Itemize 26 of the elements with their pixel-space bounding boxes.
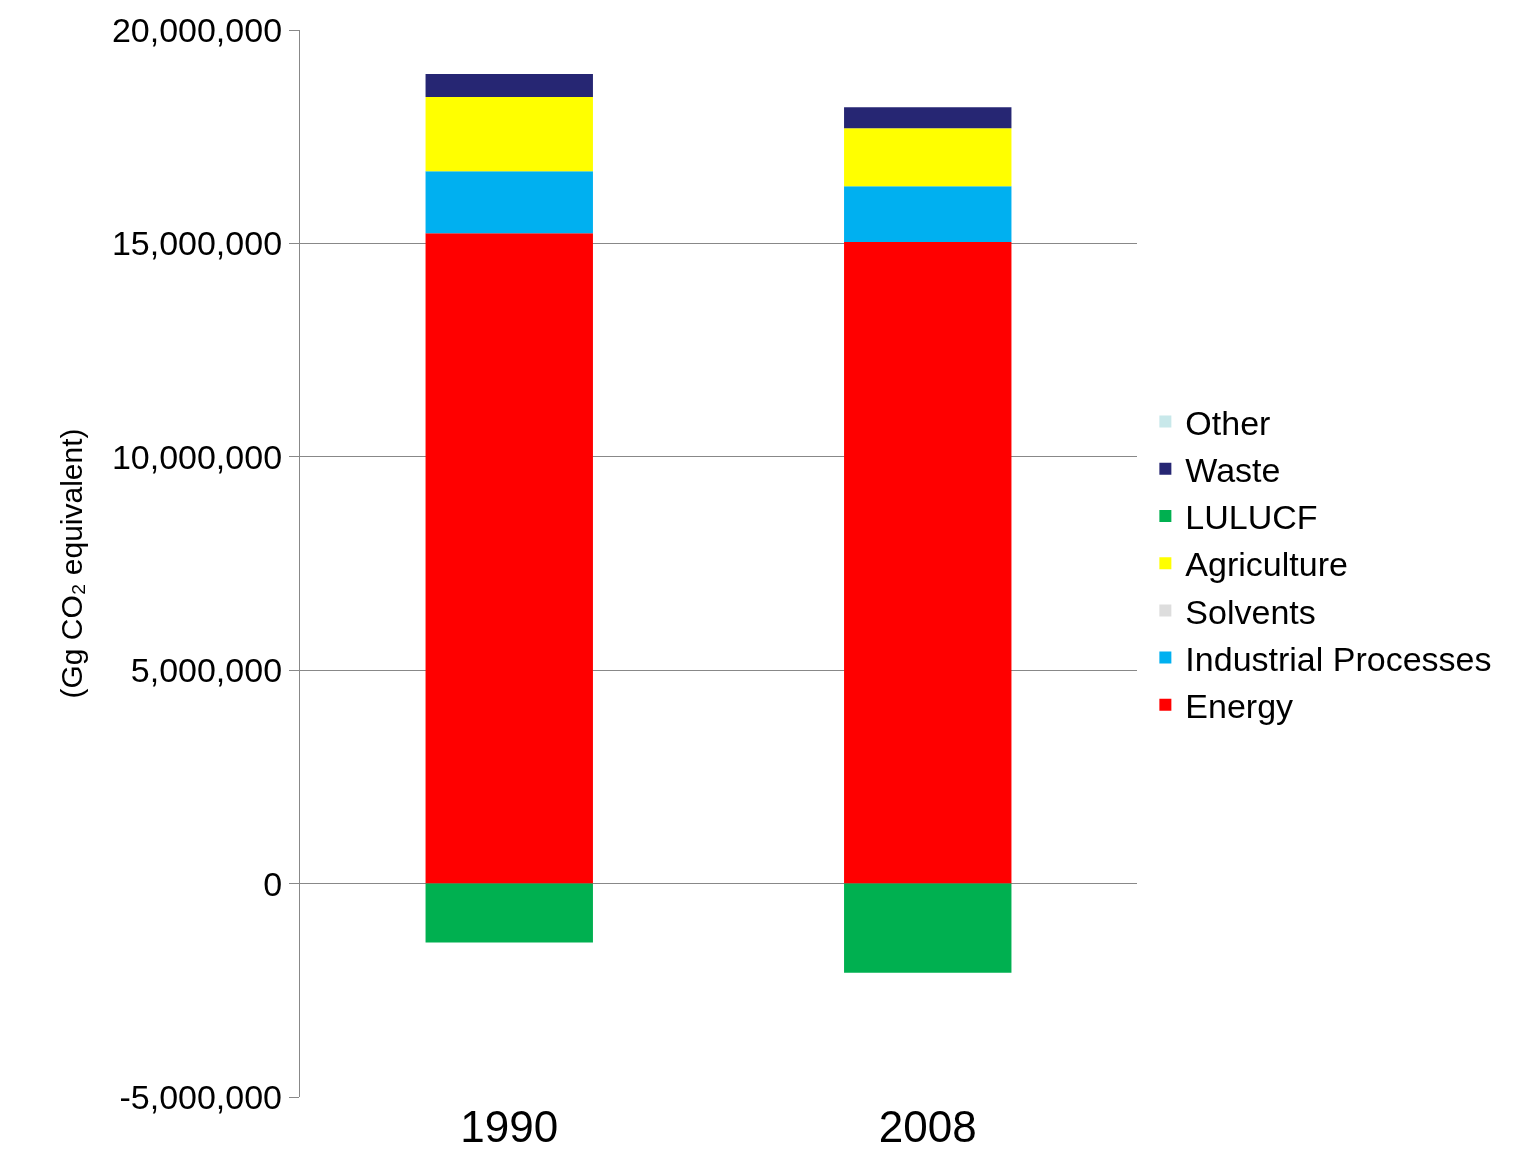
legend-label: Solvents <box>1185 592 1316 631</box>
y-tick-label: -5,000,000 <box>119 1077 283 1116</box>
bar <box>425 73 593 98</box>
bar <box>425 97 593 172</box>
y-tick-label: 0 <box>263 864 283 903</box>
legend-label: Waste <box>1185 451 1281 490</box>
bar <box>425 883 593 943</box>
legend-label: Energy <box>1185 687 1294 726</box>
bar <box>844 186 1012 243</box>
x-tick-label: 2008 <box>878 1102 977 1151</box>
bar <box>844 107 1012 129</box>
legend-label: LULUCF <box>1185 498 1318 537</box>
legend-label: Agriculture <box>1185 545 1348 584</box>
legend-label: Industrial Processes <box>1185 639 1492 678</box>
y-tick-label: 5,000,000 <box>130 651 283 690</box>
y-axis-title: (Gg CO₂ equivalent) <box>54 428 88 699</box>
y-tick-label: 20,000,000 <box>111 10 283 49</box>
bar <box>844 242 1012 884</box>
bar <box>844 883 1012 973</box>
y-tick-label: 10,000,000 <box>111 437 283 476</box>
x-tick-label: 1990 <box>460 1102 559 1151</box>
bar <box>425 171 593 234</box>
legend-label: Other <box>1185 403 1271 442</box>
bar <box>425 233 593 884</box>
y-tick-label: 15,000,000 <box>111 224 283 263</box>
bar <box>844 128 1012 187</box>
